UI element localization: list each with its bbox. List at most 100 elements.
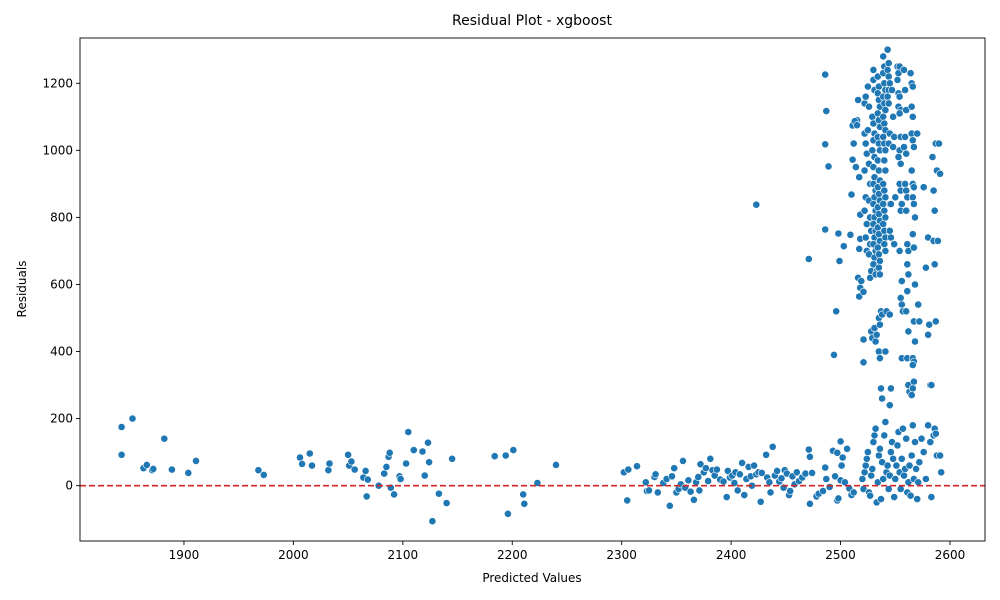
data-point [888,86,896,94]
data-point [696,460,705,469]
data-point [382,462,391,471]
data-point [448,454,456,463]
data-point [862,454,871,463]
data-point [883,92,892,101]
data-point [926,438,935,446]
data-point [922,263,930,272]
data-point [670,464,679,473]
data-point [902,434,911,443]
data-point [860,166,869,175]
data-point [855,173,864,182]
data-point [142,460,151,469]
data-point [937,468,946,477]
data-point [409,446,418,454]
data-point [653,488,662,497]
data-point [887,448,895,456]
data-point [904,270,913,279]
data-point [424,438,432,447]
data-point [552,460,560,469]
data-point [254,466,263,475]
data-point [897,300,906,309]
data-point [875,166,883,175]
data-point [160,434,169,443]
data-point [821,140,830,149]
data-point [900,471,908,480]
data-point [849,139,858,148]
data-point [895,92,904,101]
data-point [806,499,814,508]
data-point [623,496,632,505]
data-point [936,169,944,178]
data-point [839,242,848,251]
data-point [833,448,842,457]
data-point [873,156,882,165]
data-point [902,206,911,215]
data-point [901,179,909,188]
data-point [859,358,868,367]
data-point [503,509,512,518]
data-point [912,464,920,473]
data-point [877,384,885,393]
data-point [686,487,695,496]
data-point [821,225,830,234]
data-point [870,431,879,440]
data-point [887,384,895,393]
data-point [736,470,744,479]
data-point [893,76,902,84]
data-point [633,462,641,471]
data-point [702,464,710,473]
data-point [910,200,918,208]
data-point [899,424,907,433]
data-point [878,394,886,403]
data-point [766,488,775,497]
data-point [884,59,893,68]
data-point [865,102,873,111]
data-point [908,361,917,369]
data-point [420,471,429,480]
x-tick-label: 2500 [825,548,856,562]
data-point [344,450,352,459]
data-point [869,438,878,446]
data-point [908,230,917,239]
data-point [931,317,940,326]
data-point [756,497,765,506]
data-point [690,495,698,504]
data-point [363,475,372,484]
data-point [881,106,890,114]
data-point [385,448,394,457]
data-point [910,143,918,151]
data-point [881,166,890,175]
data-point [897,200,906,208]
data-point [908,421,917,430]
data-point [713,465,721,474]
data-point [834,494,843,503]
data-point [876,444,884,453]
data-point [889,112,897,121]
data-point [719,477,728,486]
data-point [928,153,937,161]
data-point [869,66,878,74]
data-point [862,220,871,228]
data-point [762,450,770,459]
data-point [402,459,410,468]
data-point [855,244,864,253]
data-point [296,453,304,462]
data-point [730,479,739,487]
data-point [885,310,894,319]
data-point [906,69,915,78]
data-point [919,448,928,456]
data-point [694,473,703,481]
data-point [876,257,884,265]
y-axis-label: Residuals [15,261,29,318]
data-point [864,448,872,456]
data-point [519,490,528,499]
data-point [891,475,900,483]
x-tick-label: 2300 [606,548,637,562]
data-point [819,487,827,495]
data-point [879,112,888,121]
data-point [873,243,882,252]
data-point [889,454,897,463]
data-point [880,206,889,215]
data-point [128,414,137,423]
